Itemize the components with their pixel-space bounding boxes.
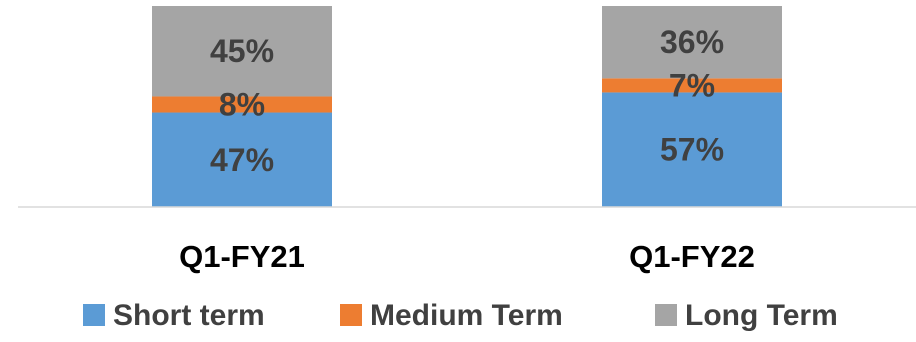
bars-group [152, 6, 782, 207]
bar-segment-short-term-q1-fy22 [602, 92, 782, 207]
category-label-q1-fy21: Q1-FY21 [179, 239, 305, 274]
legend-label-short-term: Short term [113, 299, 265, 332]
data-label-long-term-q1-fy21: 45% [210, 33, 274, 69]
category-label-q1-fy22: Q1-FY22 [629, 239, 755, 274]
legend-label-long-term: Long Term [685, 299, 838, 332]
data-label-long-term-q1-fy22: 36% [660, 24, 724, 60]
data-label-short-term-q1-fy22: 57% [660, 132, 724, 168]
bar-segment-short-term-q1-fy21 [152, 112, 332, 207]
legend-item-long-term: Long Term [655, 299, 838, 332]
legend-swatch-long-term [655, 304, 677, 326]
legend-item-short-term: Short term [83, 299, 265, 332]
data-label-medium-term-q1-fy21: 8% [219, 86, 265, 122]
bar-segment-long-term-q1-fy22 [602, 6, 782, 79]
legend-item-medium-term: Medium Term [340, 299, 563, 332]
bar-segment-medium-term-q1-fy21 [152, 96, 332, 113]
data-label-short-term-q1-fy21: 47% [210, 142, 274, 178]
bar-segment-long-term-q1-fy21 [152, 6, 332, 97]
legend-swatch-short-term [83, 304, 105, 326]
legend-label-medium-term: Medium Term [370, 299, 563, 332]
data-labels-group: 47% 8% 45% 57% 7% 36% [210, 24, 724, 178]
category-labels-group: Q1-FY21 Q1-FY22 [179, 239, 755, 274]
legend-swatch-medium-term [340, 304, 362, 326]
legend: Short term Medium Term Long Term [83, 299, 838, 332]
data-label-medium-term-q1-fy22: 7% [669, 67, 715, 103]
bar-segment-medium-term-q1-fy22 [602, 78, 782, 93]
